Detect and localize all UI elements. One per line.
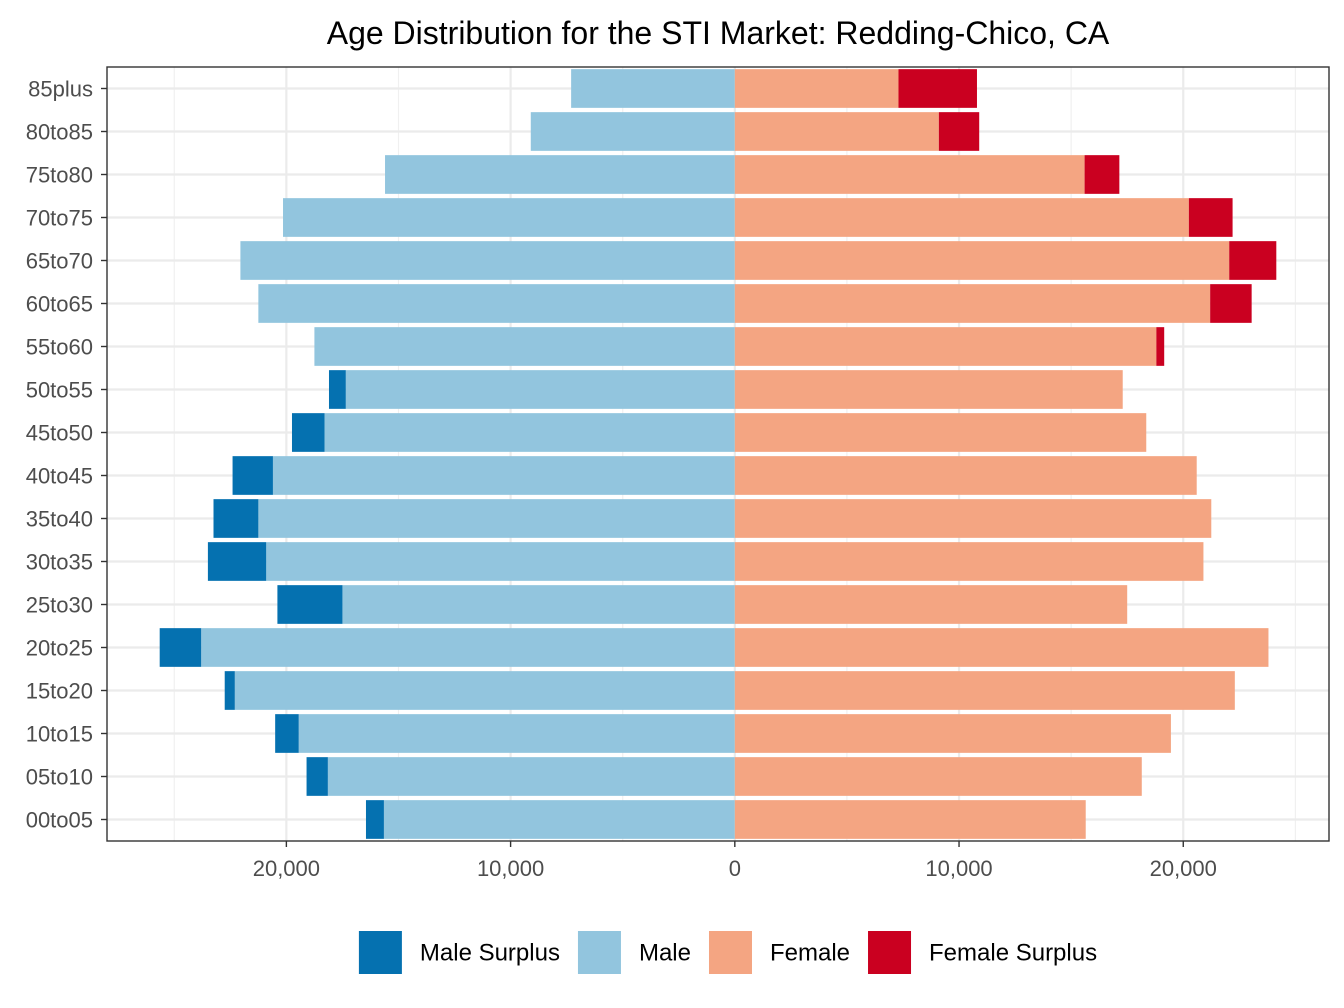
legend-key-female — [708, 931, 752, 974]
y-tick-label: 60to65 — [26, 292, 93, 317]
bar-female-00to05 — [734, 800, 1086, 839]
y-tick-label: 30to35 — [26, 550, 93, 575]
bar-male-45to50 — [324, 413, 735, 452]
bar-male-surplus-25to30 — [277, 585, 343, 624]
bar-female-15to20 — [734, 671, 1235, 710]
bar-male-75to80 — [385, 155, 735, 194]
bar-male-65to70 — [240, 241, 735, 280]
x-tick-label: 10,000 — [925, 856, 992, 881]
bar-female-70to75 — [734, 198, 1189, 237]
bar-male-85plus — [571, 69, 735, 108]
y-tick-label: 35to40 — [26, 507, 93, 532]
y-tick-label: 40to45 — [26, 464, 93, 489]
bar-male-00to05 — [383, 800, 735, 839]
legend-label: Female Surplus — [929, 940, 1097, 967]
bar-male-surplus-10to15 — [275, 714, 299, 753]
bar-male-80to85 — [530, 112, 735, 151]
y-axis: 00to05 05to10 10to15 15to20 20to25 25to30 30to… — [26, 77, 107, 833]
panel-border — [106, 66, 1330, 842]
y-tick-label: 25to30 — [26, 593, 93, 618]
bar-female-25to30 — [734, 585, 1128, 624]
bar-female-20to25 — [734, 628, 1269, 667]
y-tick-label: 75to80 — [26, 163, 93, 188]
bar-male-10to15 — [298, 714, 735, 753]
bar-male-15to20 — [234, 671, 735, 710]
bar-female-50to55 — [734, 370, 1123, 409]
y-tick-label: 65to70 — [26, 249, 93, 274]
bar-female-85plus — [734, 69, 899, 108]
bar-male-surplus-30to35 — [207, 542, 267, 581]
bar-male-surplus-15to20 — [224, 671, 235, 710]
bar-male-40to45 — [272, 456, 735, 495]
bar-male-60to65 — [258, 284, 735, 323]
bar-male-surplus-20to25 — [159, 628, 202, 667]
bar-female-35to40 — [734, 499, 1212, 538]
bar-female-surplus-85plus — [898, 69, 977, 108]
bar-male-surplus-00to05 — [365, 800, 384, 839]
bar-female-05to10 — [734, 757, 1142, 796]
x-axis: 20,000 10,000 0 10,000 20,000 — [253, 841, 1217, 881]
bar-female-45to50 — [734, 413, 1147, 452]
x-tick-label: 0 — [729, 856, 741, 881]
bar-female-surplus-65to70 — [1229, 241, 1277, 280]
bar-female-80to85 — [734, 112, 939, 151]
bar-female-surplus-75to80 — [1084, 155, 1120, 194]
legend-key-female-surplus — [868, 931, 912, 974]
y-tick-label: 80to85 — [26, 120, 93, 145]
y-tick-label: 15to20 — [26, 679, 93, 704]
y-tick-label: 45to50 — [26, 421, 93, 446]
bar-female-60to65 — [734, 284, 1211, 323]
bar-male-surplus-05to10 — [306, 757, 328, 796]
bar-male-surplus-40to45 — [232, 456, 273, 495]
x-tick-label: 20,000 — [253, 856, 320, 881]
x-tick-label: 10,000 — [477, 856, 544, 881]
legend-label: Male — [639, 940, 691, 967]
y-tick-label: 00to05 — [26, 808, 93, 833]
bar-male-surplus-35to40 — [213, 499, 259, 538]
bar-female-65to70 — [734, 241, 1230, 280]
legend: Male Surplus Male Female Female Surplus — [358, 931, 1097, 974]
bar-female-surplus-55to60 — [1156, 327, 1165, 366]
bar-male-30to35 — [266, 542, 735, 581]
y-tick-label: 85plus — [28, 77, 93, 102]
bar-male-surplus-50to55 — [328, 370, 346, 409]
legend-key-male — [577, 931, 621, 974]
y-tick-label: 10to15 — [26, 722, 93, 747]
bar-female-40to45 — [734, 456, 1197, 495]
bar-female-surplus-70to75 — [1188, 198, 1233, 237]
bar-male-35to40 — [258, 499, 735, 538]
legend-label: Male Surplus — [420, 940, 560, 967]
bar-male-55to60 — [314, 327, 735, 366]
bar-male-05to10 — [327, 757, 735, 796]
bars — [159, 69, 1277, 839]
bar-female-10to15 — [734, 714, 1171, 753]
bar-female-55to60 — [734, 327, 1157, 366]
bar-female-surplus-60to65 — [1210, 284, 1252, 323]
bar-male-20to25 — [201, 628, 735, 667]
bar-female-surplus-80to85 — [938, 112, 980, 151]
y-tick-label: 50to55 — [26, 378, 93, 403]
bar-male-50to55 — [345, 370, 735, 409]
x-tick-label: 20,000 — [1150, 856, 1217, 881]
bar-female-75to80 — [734, 155, 1085, 194]
legend-key-male-surplus — [358, 931, 402, 974]
y-tick-label: 70to75 — [26, 206, 93, 231]
y-tick-label: 20to25 — [26, 636, 93, 661]
legend-label: Female — [770, 940, 850, 967]
bar-female-30to35 — [734, 542, 1204, 581]
bar-male-25to30 — [342, 585, 735, 624]
y-tick-label: 05to10 — [26, 765, 93, 790]
bar-male-70to75 — [283, 198, 735, 237]
chart-title: Age Distribution for the STI Market: Red… — [327, 15, 1110, 51]
y-tick-label: 55to60 — [26, 335, 93, 360]
bar-male-surplus-45to50 — [291, 413, 325, 452]
